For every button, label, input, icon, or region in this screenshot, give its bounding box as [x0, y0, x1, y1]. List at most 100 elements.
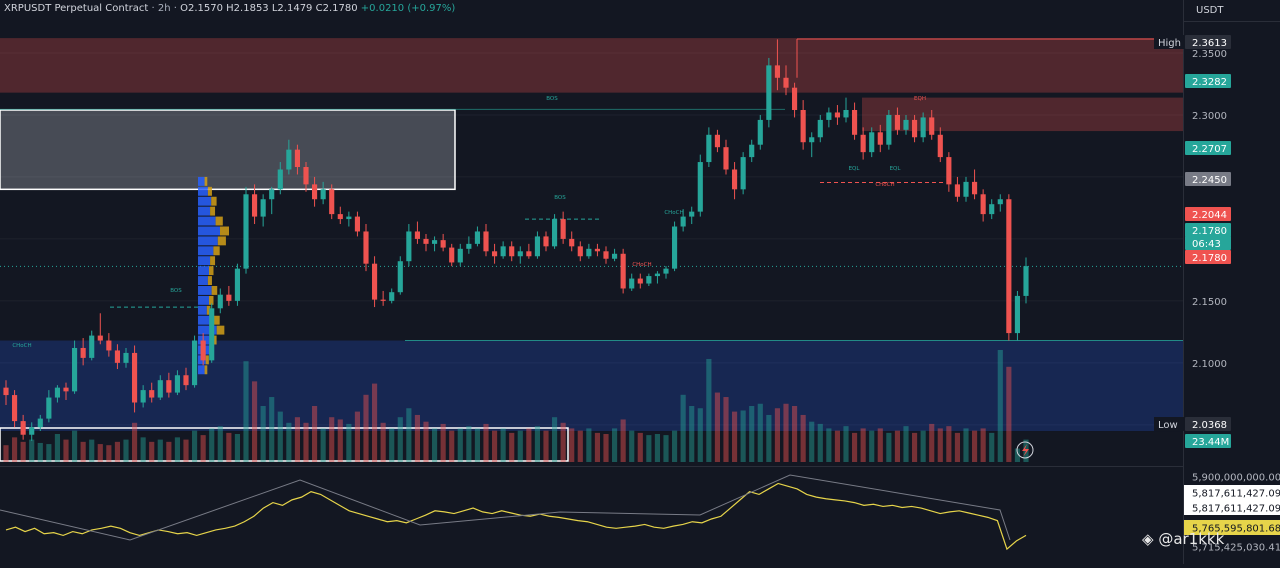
label-value: 06:43: [1192, 239, 1221, 250]
volume-bar: [826, 428, 832, 462]
lightning-icon: [1016, 441, 1034, 459]
candle: [483, 231, 489, 252]
candle: [817, 119, 823, 138]
volume-profile-bar: [198, 226, 220, 236]
volume-profile-bar: [198, 286, 212, 295]
volume-bar: [166, 441, 172, 462]
volume-bar: [20, 441, 26, 462]
volume-bar: [243, 361, 249, 462]
volume-bar: [234, 434, 240, 462]
volume-bar: [372, 383, 378, 462]
candle: [54, 387, 60, 398]
candle: [209, 308, 215, 361]
volume-profile-bar: [198, 335, 212, 345]
candle: [543, 236, 549, 247]
volume-bar: [132, 422, 138, 462]
candle: [826, 112, 832, 120]
high-label: High 2.3613: [1154, 35, 1231, 49]
candle: [894, 114, 900, 130]
candle: [269, 189, 275, 200]
volume-bar: [3, 445, 9, 462]
candle: [329, 189, 335, 215]
volume-bar: [834, 430, 840, 462]
volume-bar: [474, 428, 480, 462]
candle: [637, 278, 643, 284]
volume-bar: [37, 442, 43, 462]
volume-bar: [774, 408, 780, 462]
volume-profile-bar-accent: [216, 325, 225, 335]
indicator-value-bg: [1184, 500, 1280, 515]
symbol-title[interactable]: XRPUSDT Perpetual Contract: [4, 3, 149, 14]
candle: [492, 251, 498, 257]
candle: [294, 149, 300, 168]
price-tick-label: 2.1000: [1192, 359, 1227, 370]
label-value: 2.2044: [1192, 210, 1227, 221]
low-label: Low 2.0368: [1154, 417, 1231, 431]
volume-bar: [697, 408, 703, 462]
label-prefix: High: [1158, 38, 1181, 49]
volume-bar: [843, 426, 849, 462]
label-bg: [1185, 417, 1231, 431]
candle: [723, 147, 729, 170]
volume-bar: [740, 410, 746, 462]
candle: [354, 216, 360, 232]
candle: [106, 340, 112, 351]
label-bg: [1185, 207, 1231, 221]
volume-bar: [226, 432, 232, 462]
candle: [234, 268, 240, 301]
candle: [1006, 199, 1012, 334]
range-box-left: [0, 109, 456, 191]
volume-bar: [500, 428, 506, 462]
annotation-label: BOS: [546, 96, 558, 102]
candle: [440, 240, 446, 248]
interval-label[interactable]: · 2h ·: [151, 3, 177, 14]
candle: [886, 114, 892, 145]
volume-bar: [423, 421, 429, 462]
candle: [946, 157, 952, 185]
binance-logo-icon: ◈: [1142, 530, 1154, 548]
change-value: +0.0210 (+0.97%): [360, 3, 456, 14]
price-tick-label: 2.3500: [1192, 49, 1227, 60]
candle: [337, 214, 343, 220]
candle: [929, 117, 935, 135]
volume-bar: [543, 430, 549, 462]
candle: [629, 278, 635, 289]
label-bg: [1185, 35, 1231, 49]
currency-label[interactable]: USDT: [1184, 0, 1280, 22]
volume-bar: [586, 428, 592, 462]
label-value: 2.1780: [1192, 253, 1227, 264]
candle: [706, 134, 712, 163]
candle: [500, 246, 506, 257]
volume-bar: [637, 432, 643, 462]
candle: [869, 132, 875, 153]
candle: [466, 243, 472, 249]
volume-profile-bar: [198, 256, 211, 266]
candle: [877, 132, 883, 145]
volume-bar: [346, 423, 352, 462]
volume-profile-bar: [198, 176, 205, 186]
candle: [560, 219, 566, 239]
candle: [474, 231, 480, 244]
indicator-signal-line: [0, 474, 1011, 541]
watermark-text: @ar1kkk: [1158, 530, 1225, 548]
volume-bar: [63, 439, 69, 462]
label-bg: [1185, 434, 1231, 448]
volume-profile-bar-accent: [211, 196, 217, 206]
volume-bar: [466, 426, 472, 462]
volume-bar: [689, 406, 695, 462]
volume-bar: [783, 403, 789, 462]
volume-bar: [997, 350, 1003, 462]
candle: [72, 347, 78, 392]
label-value: 23.44M: [1192, 437, 1229, 448]
candle: [620, 253, 626, 289]
volume-bar: [629, 430, 635, 462]
candle: [243, 194, 249, 269]
volume-profile-bar-accent: [210, 256, 216, 266]
candle: [577, 246, 583, 257]
volume-bar: [912, 432, 918, 462]
volume-bar: [1006, 366, 1012, 462]
volume-profile-bar-accent: [204, 365, 208, 375]
volume-bar: [560, 422, 566, 462]
